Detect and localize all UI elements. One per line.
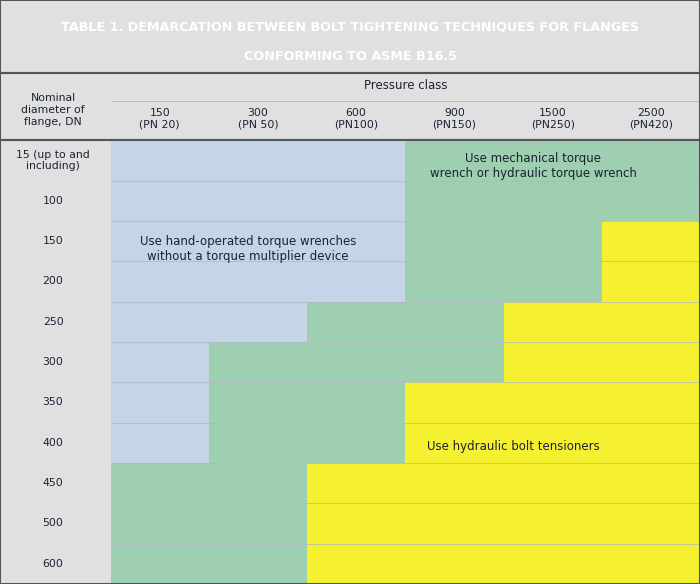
Text: Nominal
diameter of
flange, DN: Nominal diameter of flange, DN <box>21 93 85 127</box>
Bar <box>503 503 602 544</box>
Text: 500: 500 <box>43 519 64 529</box>
Bar <box>209 463 307 503</box>
Bar <box>405 342 503 383</box>
Bar <box>602 180 700 221</box>
Text: 300
(PN 50): 300 (PN 50) <box>237 108 279 130</box>
Bar <box>307 140 405 180</box>
Text: Use hand-operated torque wrenches
without a torque multiplier device: Use hand-operated torque wrenches withou… <box>140 235 356 263</box>
Bar <box>503 221 602 261</box>
Bar <box>307 383 405 423</box>
Bar <box>503 301 602 342</box>
Bar <box>307 463 405 503</box>
Bar <box>307 301 405 342</box>
Bar <box>209 180 307 221</box>
Bar <box>405 180 503 221</box>
Bar <box>503 342 602 383</box>
Bar <box>503 180 602 221</box>
Text: 2500
(PN420): 2500 (PN420) <box>629 108 673 130</box>
Bar <box>602 463 700 503</box>
Bar <box>111 503 209 544</box>
Bar <box>209 301 307 342</box>
Bar <box>111 463 209 503</box>
Text: Use mechanical torque
wrench or hydraulic torque wrench: Use mechanical torque wrench or hydrauli… <box>430 152 636 180</box>
Bar <box>602 261 700 301</box>
Bar <box>405 221 503 261</box>
Bar <box>503 140 602 180</box>
Bar <box>602 140 700 180</box>
Text: 1500
(PN250): 1500 (PN250) <box>531 108 575 130</box>
Bar <box>602 301 700 342</box>
Bar <box>209 383 307 423</box>
Bar <box>111 544 209 584</box>
Bar <box>602 544 700 584</box>
Bar <box>602 423 700 463</box>
Bar <box>307 423 405 463</box>
Bar <box>209 261 307 301</box>
Bar <box>405 423 503 463</box>
Bar <box>307 180 405 221</box>
Bar <box>111 423 209 463</box>
Bar <box>307 261 405 301</box>
Bar <box>111 301 209 342</box>
Text: TABLE 1. DEMARCATION BETWEEN BOLT TIGHTENING TECHNIQUES FOR FLANGES: TABLE 1. DEMARCATION BETWEEN BOLT TIGHTE… <box>61 20 639 33</box>
Text: 150
(PN 20): 150 (PN 20) <box>139 108 180 130</box>
Bar <box>111 221 209 261</box>
Bar <box>405 383 503 423</box>
Bar <box>111 140 209 180</box>
Bar <box>209 423 307 463</box>
Text: 350: 350 <box>43 398 64 408</box>
Text: 150: 150 <box>43 236 64 246</box>
Bar <box>209 221 307 261</box>
Bar <box>503 463 602 503</box>
Bar <box>602 221 700 261</box>
Text: 900
(PN150): 900 (PN150) <box>433 108 477 130</box>
Bar <box>307 544 405 584</box>
Text: 600: 600 <box>43 559 64 569</box>
Bar <box>307 503 405 544</box>
Text: Use hydraulic bolt tensioners: Use hydraulic bolt tensioners <box>427 440 600 453</box>
Text: 600
(PN100): 600 (PN100) <box>334 108 378 130</box>
Bar <box>209 140 307 180</box>
Bar <box>503 261 602 301</box>
Text: 250: 250 <box>43 317 64 326</box>
Bar <box>503 544 602 584</box>
Text: 15 (up to and
including): 15 (up to and including) <box>16 150 90 171</box>
Text: 100: 100 <box>43 196 64 206</box>
Bar <box>111 180 209 221</box>
Text: Pressure class: Pressure class <box>363 79 447 92</box>
Bar <box>602 503 700 544</box>
Bar <box>602 383 700 423</box>
Bar <box>503 423 602 463</box>
Bar <box>405 140 503 180</box>
Bar <box>111 342 209 383</box>
Bar <box>111 383 209 423</box>
Bar <box>602 342 700 383</box>
Text: 450: 450 <box>43 478 64 488</box>
Bar <box>405 463 503 503</box>
Bar <box>209 544 307 584</box>
Bar <box>209 503 307 544</box>
Text: 400: 400 <box>43 438 64 448</box>
Bar <box>405 544 503 584</box>
Bar <box>503 383 602 423</box>
Bar <box>209 342 307 383</box>
Text: 200: 200 <box>43 276 64 286</box>
Bar <box>111 261 209 301</box>
Bar <box>307 342 405 383</box>
Bar <box>405 301 503 342</box>
Bar <box>307 221 405 261</box>
Text: CONFORMING TO ASME B16.5: CONFORMING TO ASME B16.5 <box>244 50 456 64</box>
Text: 300: 300 <box>43 357 64 367</box>
Bar <box>405 261 503 301</box>
Bar <box>405 503 503 544</box>
